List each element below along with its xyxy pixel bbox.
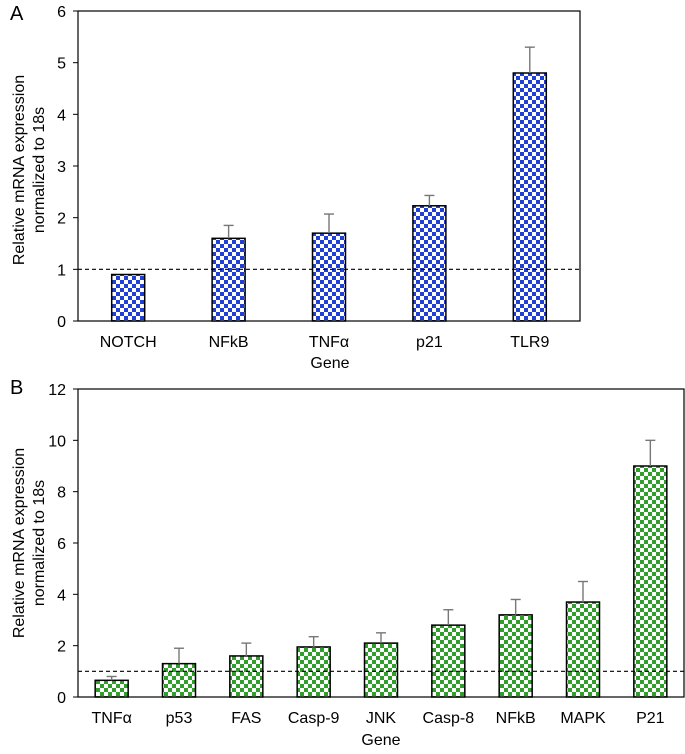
bar — [431, 624, 466, 698]
bar — [161, 662, 197, 698]
y-tick-label: 1 — [57, 262, 66, 279]
chart-panel-b: B Relative mRNA expression normalized to… — [10, 377, 685, 749]
y-tick-label: 8 — [57, 485, 66, 502]
y-tick-label: 12 — [48, 382, 66, 399]
x-axis-label-a: Gene — [310, 355, 349, 372]
y-axis-label-b-line1: Relative mRNA expression — [11, 448, 28, 638]
x-tick-label: Casp-9 — [288, 710, 340, 727]
bar — [229, 655, 264, 698]
y-tick-label: 3 — [57, 159, 66, 176]
x-tick-label: NFkB — [209, 334, 249, 351]
bar — [412, 205, 447, 322]
x-tick-label: JNK — [366, 710, 397, 727]
chart-panel-a: A Relative mRNA expression normalized to… — [10, 3, 581, 372]
bar — [512, 72, 548, 322]
x-axis-label-b: Gene — [361, 732, 400, 749]
plot-area-a: 0 1 2 3 4 5 6 NOTCH NFkB TNFα p21 TLR9 — [57, 4, 581, 351]
y-tick-label: 10 — [48, 433, 66, 450]
y-axis-label-a-line2: normalized to 18s — [31, 107, 48, 233]
x-tick-label: MAPK — [560, 710, 606, 727]
x-tick-label: p21 — [416, 334, 443, 351]
x-tick-label: FAS — [231, 710, 261, 727]
plot-area-b: 0 2 4 6 8 10 12 TNFα p53 FAS Casp-9 JNK Casp-8 NFkB MA… — [48, 382, 685, 727]
y-axis-label-a-line1: Relative mRNA expression — [11, 75, 28, 265]
bar — [110, 273, 146, 322]
y-tick-label: 0 — [57, 690, 66, 707]
y-tick-label: 5 — [57, 56, 66, 73]
x-tick-label: NFkB — [496, 710, 536, 727]
y-tick-label: 2 — [57, 211, 66, 228]
x-tick-label: Casp-8 — [423, 710, 475, 727]
x-tick-label: P21 — [636, 710, 665, 727]
bar — [363, 642, 399, 698]
y-axis-label-b-line2: normalized to 18s — [31, 480, 48, 606]
bar — [565, 601, 601, 698]
y-tick-label: 6 — [57, 536, 66, 553]
x-tick-label: TLR9 — [510, 334, 549, 351]
x-tick-label: TNFα — [309, 334, 349, 351]
y-tick-label: 4 — [57, 107, 66, 124]
panel-letter-a: A — [10, 3, 24, 25]
x-tick-label: p53 — [166, 710, 193, 727]
x-tick-label: NOTCH — [100, 334, 157, 351]
bar — [311, 232, 347, 322]
panel-letter-b: B — [10, 377, 23, 399]
y-tick-label: 6 — [57, 4, 66, 21]
y-tick-label: 0 — [57, 314, 66, 331]
bar — [296, 646, 331, 698]
x-tick-label: TNFα — [91, 710, 131, 727]
y-tick-label: 4 — [57, 587, 66, 604]
bar — [498, 614, 533, 698]
bar — [633, 465, 668, 698]
bar — [94, 679, 129, 698]
y-tick-label: 2 — [57, 639, 66, 656]
bar — [211, 237, 246, 322]
